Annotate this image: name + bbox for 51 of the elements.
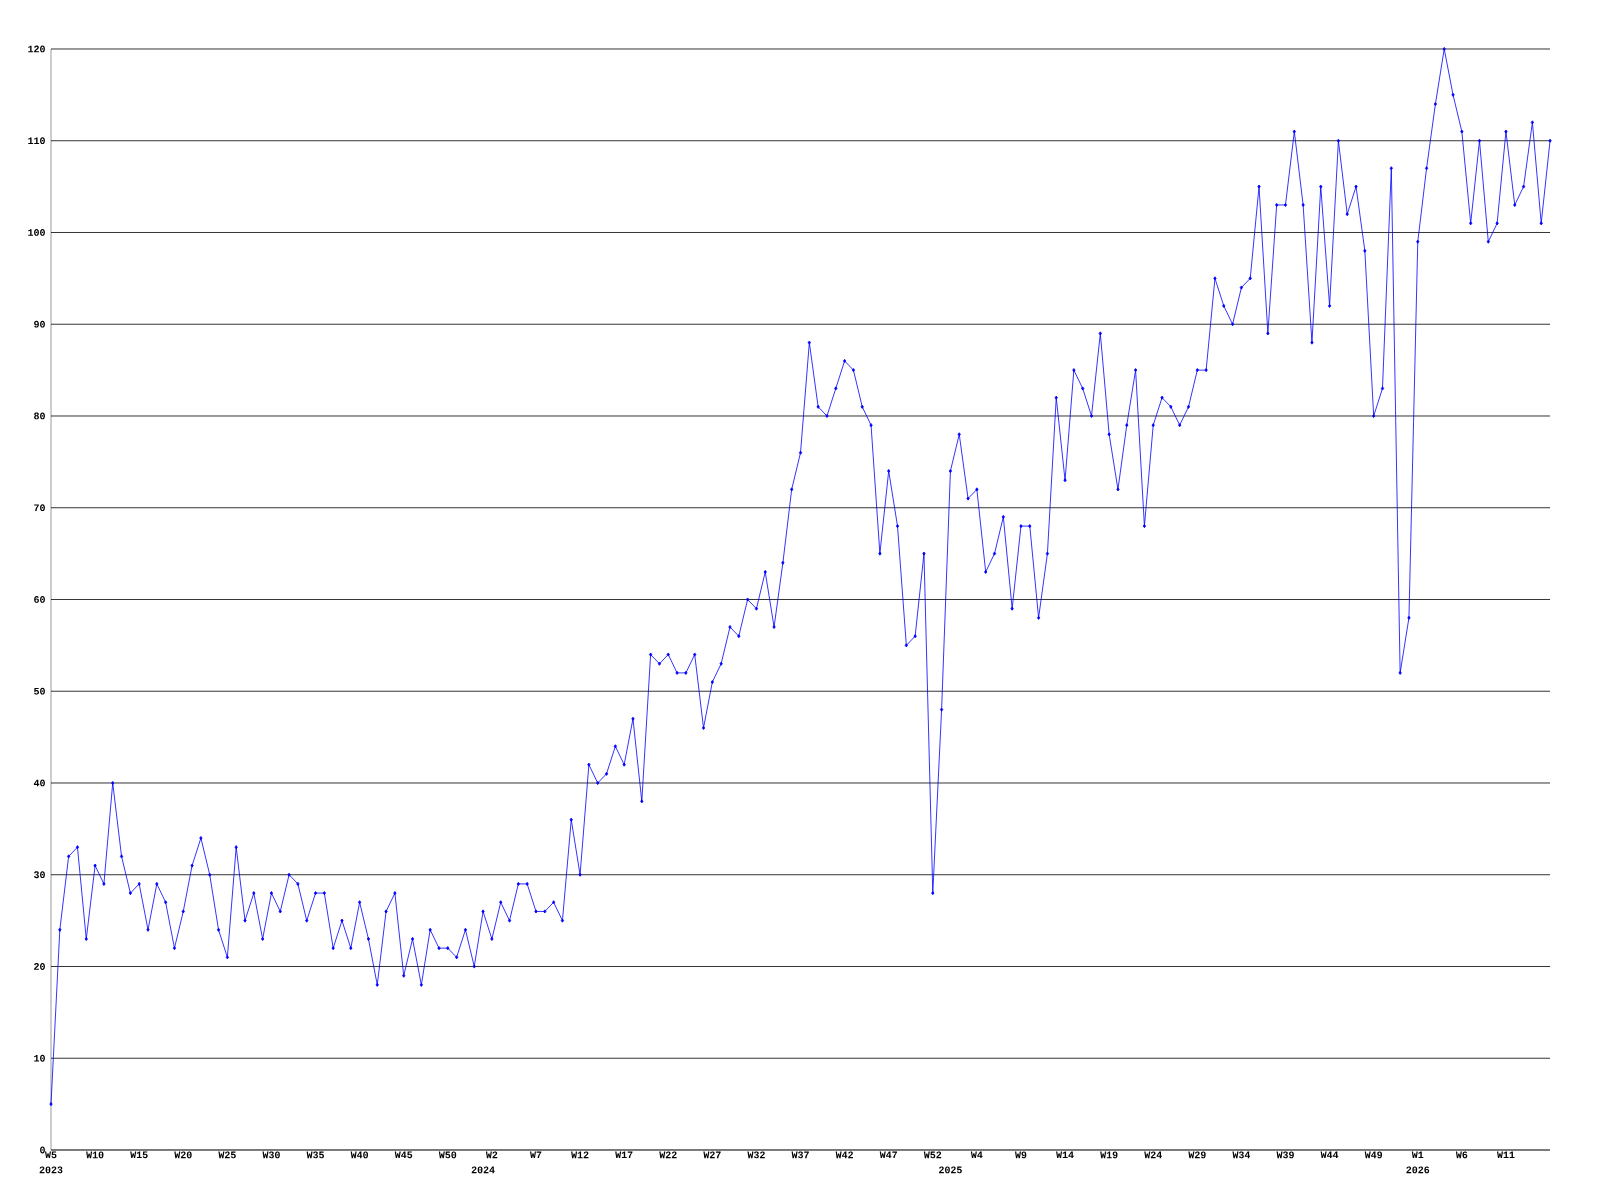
- y-tick-label: 80: [34, 412, 45, 420]
- x-tick-label: W42: [835, 1151, 853, 1159]
- x-tick-label: W2: [485, 1151, 498, 1159]
- x-tick-label: W17: [615, 1151, 633, 1159]
- x-tick-label: W5: [45, 1151, 57, 1159]
- text: 2024: [471, 1166, 495, 1174]
- y-tick-label: 90: [34, 320, 45, 328]
- y-tick-label: 70: [34, 504, 45, 512]
- x-tick-label: W15: [130, 1151, 148, 1159]
- y-tick-label: 110: [28, 137, 45, 145]
- x-tick-label: W50: [438, 1151, 457, 1159]
- x-tick-label: W10: [86, 1151, 104, 1159]
- y-tick-label: 100: [28, 229, 45, 236]
- x-tick-label: W52: [923, 1151, 942, 1159]
- x-tick-label: W27: [703, 1151, 721, 1159]
- x-tick-label: W7: [530, 1151, 542, 1159]
- x-tick-label: W14: [1056, 1151, 1074, 1159]
- y-tick-label: 30: [33, 871, 45, 879]
- x-tick-label: W49: [1364, 1151, 1383, 1159]
- x-tick-label: W9: [1014, 1151, 1027, 1159]
- x-tick-label: W6: [1455, 1151, 1468, 1159]
- x-tick-label: W30: [262, 1151, 280, 1159]
- x-tick-label: W12: [571, 1151, 589, 1159]
- x-tick-label: W47: [879, 1151, 897, 1159]
- x-tick-label: W19: [1100, 1151, 1118, 1159]
- x-tick-label: W25: [218, 1151, 236, 1159]
- x-tick-label: W4: [970, 1151, 983, 1159]
- text: 2025: [939, 1166, 962, 1174]
- y-tick-label: 50: [34, 687, 45, 695]
- x-tick-label: W22: [659, 1151, 677, 1159]
- x-tick-label: W11: [1496, 1151, 1515, 1159]
- x-tick-label: W45: [394, 1151, 413, 1159]
- y-tick-label: 60: [34, 596, 45, 603]
- x-tick-label: W37: [791, 1151, 809, 1159]
- x-tick-label: W32: [747, 1151, 765, 1159]
- x-tick-label: W40: [350, 1151, 369, 1159]
- text: 2026: [1406, 1166, 1430, 1174]
- y-tick-label: 10: [34, 1054, 45, 1062]
- x-tick-label: W20: [174, 1151, 192, 1159]
- y-tick-label: 120: [28, 45, 45, 53]
- x-tick-label: W29: [1188, 1151, 1206, 1159]
- x-tick-label: W35: [306, 1151, 324, 1159]
- y-tick-label: 0: [40, 1146, 45, 1154]
- x-tick-label: W34: [1232, 1151, 1251, 1159]
- y-tick-label: 40: [33, 779, 45, 787]
- x-tick-label: W44: [1320, 1151, 1339, 1159]
- x-tick-label: W1: [1411, 1151, 1424, 1159]
- y-tick-label: 20: [34, 963, 45, 970]
- text: 2023: [39, 1166, 63, 1174]
- x-tick-label: W24: [1144, 1151, 1162, 1159]
- x-tick-label: W39: [1276, 1151, 1294, 1159]
